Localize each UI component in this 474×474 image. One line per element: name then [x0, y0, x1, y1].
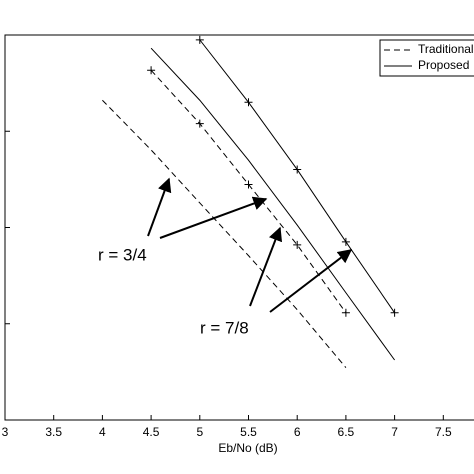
marker	[244, 98, 253, 107]
annotations: r = 3/4 r = 7/8	[98, 177, 353, 337]
line	[199, 39, 396, 314]
plot-area	[102, 35, 399, 368]
marker	[293, 165, 302, 174]
legend-box	[379, 39, 474, 77]
marker	[293, 240, 302, 249]
annotation: r = 3/4	[98, 245, 147, 264]
x-tick-label: 3	[2, 425, 9, 439]
marker	[195, 119, 204, 128]
arrow	[147, 177, 172, 237]
arrow	[269, 249, 353, 313]
marker	[341, 308, 350, 317]
marker	[244, 180, 253, 189]
arrow	[159, 196, 268, 239]
plot-frame	[4, 34, 474, 421]
marker	[195, 35, 204, 44]
x-tick-label: 4.5	[143, 425, 160, 439]
x-axis-label: Eb/No (dB)	[218, 441, 277, 455]
legend: Traditional Proposed	[379, 39, 474, 77]
x-tick-label: 7.5	[435, 425, 452, 439]
x-tick-label: 7	[391, 425, 398, 439]
marker	[147, 66, 156, 75]
marker	[390, 308, 399, 317]
x-tick-label: 5.5	[240, 425, 257, 439]
annotation: r = 7/8	[200, 318, 249, 337]
arrow	[249, 226, 283, 307]
legend-label: Traditional	[418, 42, 474, 56]
marker	[341, 237, 350, 246]
x-tick-label: 4	[99, 425, 106, 439]
line	[150, 47, 396, 361]
x-tick-label: 6	[294, 425, 301, 439]
x-tick-label: 5	[196, 425, 203, 439]
x-tick-label: 6.5	[338, 425, 355, 439]
x-tick-label: 3.5	[45, 425, 62, 439]
legend-label: Proposed	[418, 58, 469, 72]
